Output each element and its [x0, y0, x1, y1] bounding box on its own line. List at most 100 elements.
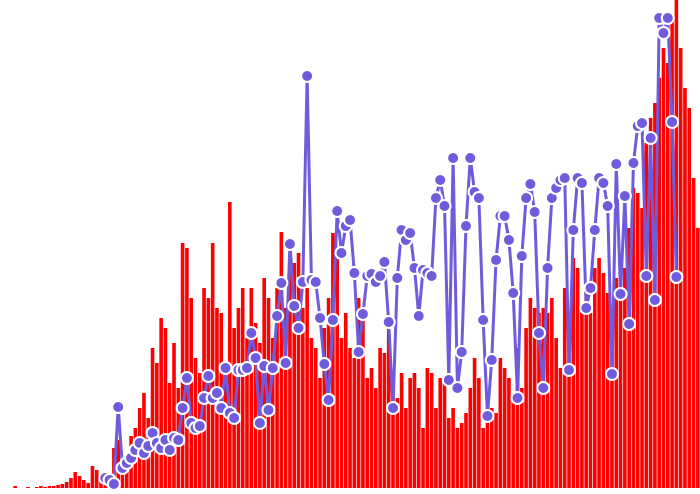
marker [274, 276, 289, 290]
bar [313, 348, 318, 488]
marker [385, 401, 400, 415]
bar [249, 288, 254, 488]
bar [468, 388, 473, 488]
marker [441, 373, 456, 387]
bar [51, 486, 56, 488]
bar [90, 466, 95, 488]
bar [223, 383, 228, 488]
marker [179, 371, 194, 385]
marker [501, 233, 516, 247]
bar [348, 348, 352, 488]
bar [283, 308, 288, 488]
marker [437, 199, 452, 213]
bar [339, 338, 344, 488]
bar [554, 338, 558, 488]
bar [421, 428, 425, 488]
bar [455, 428, 460, 488]
bar [429, 373, 434, 488]
marker [458, 219, 473, 233]
marker [656, 26, 671, 40]
marker [227, 411, 242, 425]
marker [566, 223, 581, 237]
marker [377, 255, 392, 269]
marker [574, 176, 589, 190]
bar [588, 313, 593, 488]
bar [120, 463, 125, 488]
bar [94, 470, 99, 488]
marker [192, 419, 207, 433]
marker [609, 157, 624, 171]
marker [506, 286, 521, 300]
marker [300, 69, 315, 83]
bar [301, 308, 305, 488]
bar [412, 373, 417, 488]
bar [305, 288, 309, 488]
marker [476, 313, 491, 327]
bar [528, 298, 533, 488]
marker [428, 191, 443, 205]
bar [438, 378, 443, 488]
bar [464, 413, 468, 488]
bar [451, 408, 455, 488]
bar [60, 484, 65, 488]
marker [454, 345, 469, 359]
marker [330, 204, 345, 218]
marker [660, 11, 675, 25]
marker [613, 287, 628, 301]
bar [459, 423, 464, 488]
bar [292, 263, 297, 488]
bar [77, 476, 82, 488]
bar [382, 353, 387, 488]
bar [472, 358, 477, 488]
bar [378, 348, 382, 488]
bar [631, 188, 636, 488]
bar [189, 298, 193, 488]
bar [489, 408, 494, 488]
marker [669, 270, 684, 284]
bar [575, 268, 580, 488]
marker [270, 309, 285, 323]
bar [485, 403, 490, 488]
bar [228, 202, 232, 488]
bar [185, 248, 189, 488]
marker [381, 315, 396, 329]
bar [69, 478, 73, 488]
marker [463, 151, 478, 165]
bar [640, 208, 644, 488]
bar [670, 18, 674, 488]
bar [562, 288, 567, 488]
marker [347, 266, 362, 280]
marker [209, 386, 224, 400]
bar [374, 388, 378, 488]
bar [245, 338, 249, 488]
marker [489, 253, 504, 267]
bar [623, 268, 627, 488]
marker [325, 313, 340, 327]
marker [665, 115, 680, 129]
marker [626, 156, 641, 170]
marker [411, 309, 426, 323]
marker [480, 409, 495, 423]
marker [252, 416, 267, 430]
marker [497, 209, 512, 223]
marker [617, 189, 632, 203]
bar [56, 485, 60, 488]
bar [365, 378, 370, 488]
bar [155, 363, 159, 488]
bar [635, 193, 640, 488]
marker [531, 326, 546, 340]
bar [434, 408, 438, 488]
bar [447, 418, 451, 488]
bar [180, 243, 185, 488]
bar [425, 368, 430, 488]
bar [584, 293, 589, 488]
marker [313, 311, 328, 325]
bar [163, 328, 168, 488]
bar [391, 383, 395, 488]
bar [296, 253, 301, 488]
bar [696, 228, 700, 488]
marker [171, 433, 186, 447]
marker [244, 326, 259, 340]
bar [352, 358, 357, 488]
bar [541, 308, 546, 488]
